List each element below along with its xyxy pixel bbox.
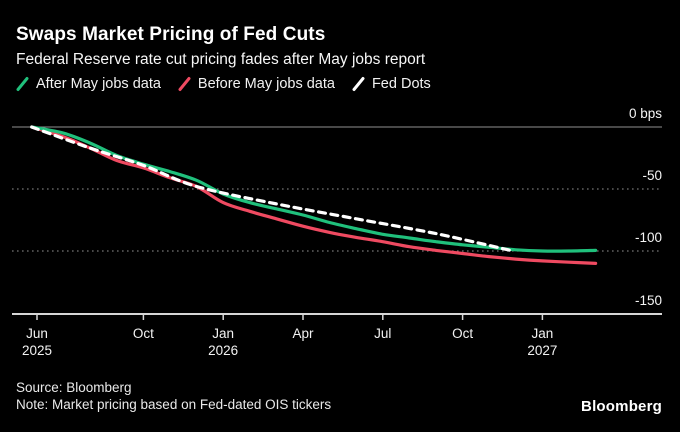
bloomberg-logo: Bloomberg <box>581 398 662 415</box>
x-axis-year-label: 2026 <box>208 343 239 358</box>
x-axis-label: Jun <box>26 326 48 341</box>
x-axis-year-label: 2025 <box>21 343 53 358</box>
legend-label: Before May jobs data <box>197 76 335 92</box>
legend: After May jobs data Before May jobs data… <box>16 76 431 92</box>
x-axis-label: Jul <box>374 326 392 341</box>
chart-subtitle: Federal Reserve rate cut pricing fades a… <box>16 51 426 68</box>
y-axis-label: 0 bps <box>628 106 662 121</box>
x-axis-label: Apr <box>292 326 314 341</box>
x-axis-label: Oct <box>132 326 154 341</box>
x-axis-label: Oct <box>452 326 474 341</box>
legend-item: After May jobs data <box>16 76 161 92</box>
slash-icon <box>178 77 191 91</box>
y-axis-label: -50 <box>642 168 662 183</box>
note-text: Note: Market pricing based on Fed-dated … <box>16 396 332 412</box>
footer: Source: Bloomberg Note: Market pricing b… <box>16 380 331 413</box>
x-axis-year-label: 2027 <box>527 343 558 358</box>
series-after-may-jobs-data <box>30 125 598 253</box>
y-axis-label: -150 <box>634 293 662 308</box>
x-axis-label: Jan <box>212 326 235 341</box>
y-axis-label: -100 <box>634 230 662 245</box>
series-before-may-jobs-data <box>30 125 598 265</box>
page-title: Swaps Market Pricing of Fed Cuts <box>16 24 326 45</box>
source-text: Source: Bloomberg <box>16 380 132 395</box>
legend-item: Before May jobs data <box>178 76 335 92</box>
legend-item: Fed Dots <box>352 76 431 92</box>
slash-icon <box>352 77 365 91</box>
slash-icon <box>16 77 29 91</box>
legend-label: After May jobs data <box>36 76 161 92</box>
legend-label: Fed Dots <box>371 76 431 92</box>
x-axis-label: Jan <box>531 326 554 341</box>
series-fed-dots <box>30 125 515 253</box>
